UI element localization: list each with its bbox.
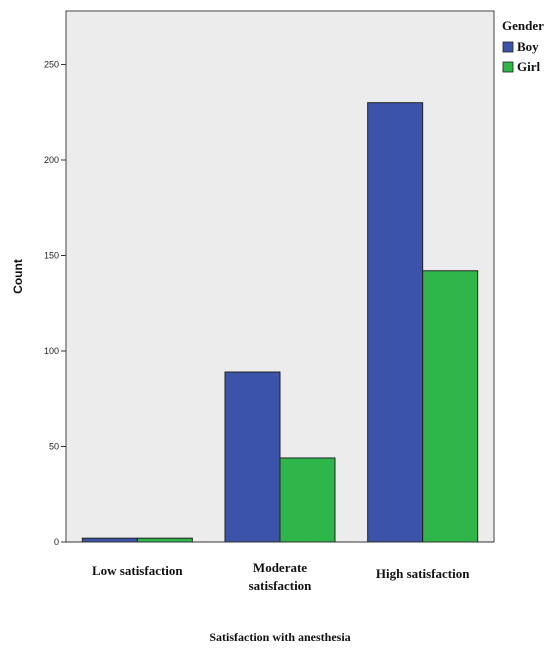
x-tick-label: Moderate xyxy=(253,560,307,575)
bar-girl-1 xyxy=(279,457,336,543)
y-axis-ticks: 0 50 100 150 200 250 xyxy=(44,59,66,547)
x-axis-title: Satisfaction with anesthesia xyxy=(209,630,350,644)
x-tick-label: Low satisfaction xyxy=(92,563,183,578)
x-tick-label: satisfaction xyxy=(249,578,313,593)
x-axis-tick-labels: Low satisfaction Moderate satisfaction High… xyxy=(92,560,470,593)
bar-boy-0 xyxy=(81,537,138,543)
bar-girl-2 xyxy=(422,270,479,543)
y-tick-label: 200 xyxy=(44,155,59,165)
y-tick-label: 100 xyxy=(44,346,59,356)
bar-boy-2 xyxy=(367,102,424,543)
y-axis-title: Count xyxy=(11,259,25,294)
legend-label-girl: Girl xyxy=(517,59,540,74)
y-tick-label: 50 xyxy=(49,441,59,451)
bar-boy-1 xyxy=(224,371,281,543)
y-tick-label: 150 xyxy=(44,250,59,260)
legend-title: Gender xyxy=(502,18,544,33)
legend-label-boy: Boy xyxy=(517,39,539,54)
legend-swatch-girl xyxy=(502,61,514,73)
y-tick-label: 250 xyxy=(44,59,59,69)
legend-swatch-boy xyxy=(502,41,514,53)
bars xyxy=(81,102,479,543)
y-tick-label: 0 xyxy=(54,537,59,547)
x-tick-label: High satisfaction xyxy=(376,566,470,581)
bar-girl-0 xyxy=(136,537,193,543)
legend: Gender Boy Girl xyxy=(502,18,544,74)
